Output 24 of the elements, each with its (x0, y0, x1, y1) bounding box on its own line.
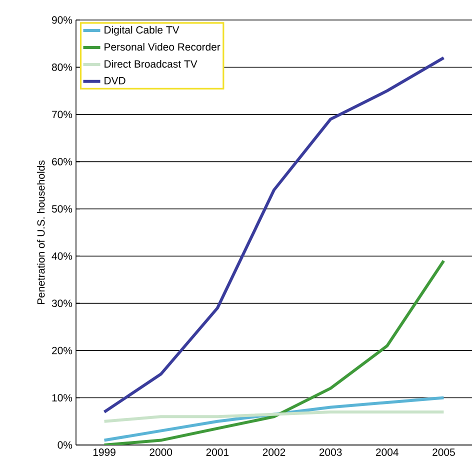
legend-label: DVD (104, 77, 126, 84)
x-tick-label: 2004 (376, 448, 398, 456)
y-tick-label: 30% (52, 300, 72, 308)
x-tick-label: 2005 (432, 448, 455, 456)
y-tick-label: 40% (52, 252, 72, 260)
x-tick-label: 1999 (93, 448, 116, 456)
y-tick-label: 10% (52, 394, 72, 402)
y-tick-label: 80% (52, 64, 72, 71)
y-axis-title: Penetration of U.S. households (37, 160, 45, 304)
legend-label: Direct Broadcast TV (104, 60, 198, 68)
y-tick-label: 0% (58, 441, 72, 449)
legend-label: Personal Video Recorder (104, 42, 220, 51)
line-series (102, 56, 446, 414)
line-series (102, 259, 446, 445)
y-tick-label: 60% (52, 158, 72, 166)
y-tick-label: 20% (52, 346, 72, 354)
x-tick-label: 2000 (150, 448, 172, 456)
y-tick-label: 70% (52, 110, 72, 118)
y-tick-label: 50% (52, 205, 72, 213)
x-tick-label: 2003 (319, 448, 342, 456)
x-tick-label: 2001 (206, 448, 229, 456)
y-tick-label: 90% (52, 16, 72, 24)
x-tick-label: 2002 (262, 448, 286, 456)
legend-label: Digital Cable TV (104, 26, 180, 36)
